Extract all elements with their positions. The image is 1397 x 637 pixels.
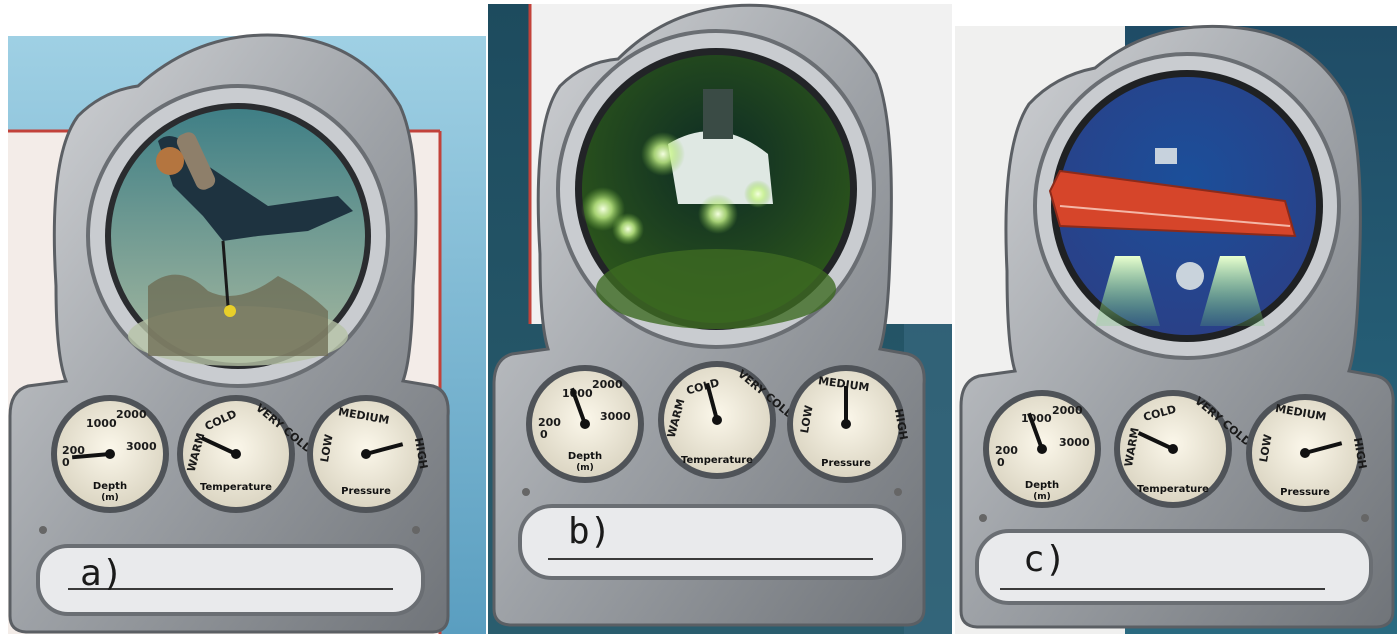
depth-needle — [570, 387, 587, 425]
panel-c-label: c) — [1023, 539, 1067, 580]
scuba-diver — [128, 132, 353, 366]
depth-unit: (m) — [101, 493, 119, 503]
panel-b-illustration: 1000 2000 3000 200 0 Depth (m) WARM COLD… — [488, 3, 952, 634]
svg-text:2000: 2000 — [1052, 404, 1083, 417]
pressure-tick-low: LOW — [318, 433, 336, 463]
pressure-needle — [1304, 441, 1343, 455]
depth-tick-3000: 3000 — [126, 440, 157, 453]
svg-text:1000: 1000 — [562, 387, 593, 400]
svg-text:3000: 3000 — [600, 410, 631, 423]
temp-needle — [705, 382, 719, 421]
svg-text:3000: 3000 — [1059, 436, 1090, 449]
svg-text:(m): (m) — [1033, 492, 1051, 502]
depth-gauge: 1000 2000 3000 200 0 Depth (m) — [983, 390, 1101, 508]
svg-text:200: 200 — [995, 444, 1018, 457]
pressure-gauge: LOW MEDIUM HIGH Pressure — [787, 365, 910, 483]
svg-text:Pressure: Pressure — [1280, 487, 1330, 498]
depth-tick-200: 200 — [62, 444, 85, 457]
panel-c-illustration: 1000 2000 3000 200 0 Depth (m) WARM COLD… — [955, 24, 1397, 634]
pressure-title: Pressure — [341, 486, 391, 497]
svg-text:Temperature: Temperature — [681, 455, 753, 466]
svg-text:(m): (m) — [576, 463, 594, 473]
panel-b: 1000 2000 3000 200 0 Depth (m) WARM COLD… — [488, 3, 952, 634]
pressure-gauge: LOW MEDIUM HIGH Pressure — [307, 395, 430, 513]
panel-a-illustration: 1000 2000 3000 200 0 Depth (m) WARM COLD… — [8, 33, 486, 634]
svg-text:200: 200 — [538, 416, 561, 429]
panel-b-label: b) — [568, 511, 612, 552]
temp-title: Temperature — [200, 482, 272, 493]
svg-text:Depth: Depth — [1025, 480, 1059, 491]
panel-a-label: a) — [80, 553, 124, 594]
pressure-tick-high: HIGH — [412, 437, 430, 470]
temp-needle — [1137, 431, 1174, 451]
label-plate — [975, 529, 1373, 605]
svg-text:Temperature: Temperature — [1137, 484, 1209, 495]
svg-text:LOW: LOW — [1257, 433, 1275, 463]
svg-text:LOW: LOW — [798, 404, 816, 434]
depth-needle — [71, 452, 111, 460]
temperature-gauge: WARM COLD VERY COLD Temperature — [177, 395, 315, 513]
label-plate — [36, 544, 425, 616]
svg-text:0: 0 — [540, 428, 548, 441]
svg-text:Depth: Depth — [568, 451, 602, 462]
depth-gauge: 1000 2000 3000 200 0 Depth (m) — [51, 395, 169, 513]
panel-a: 1000 2000 3000 200 0 Depth (m) WARM COLD… — [8, 33, 486, 634]
depth-title: Depth — [93, 481, 127, 492]
submersible-with-lights — [581, 89, 836, 329]
svg-text:Pressure: Pressure — [821, 458, 871, 469]
svg-text:HIGH: HIGH — [892, 408, 910, 441]
depth-needle — [1027, 412, 1044, 450]
depth-tick-1000: 1000 — [86, 417, 117, 430]
temp-needle — [200, 436, 237, 456]
pressure-needle — [365, 442, 404, 456]
svg-text:HIGH: HIGH — [1351, 437, 1369, 470]
svg-text:1000: 1000 — [1021, 412, 1052, 425]
depth-tick-0: 0 — [62, 456, 70, 469]
depth-tick-2000: 2000 — [116, 408, 147, 421]
depth-gauge: 1000 2000 3000 200 0 Depth (m) — [526, 365, 644, 483]
pressure-gauge: LOW MEDIUM HIGH Pressure — [1246, 394, 1369, 512]
svg-text:0: 0 — [997, 456, 1005, 469]
panel-c: 1000 2000 3000 200 0 Depth (m) WARM COLD… — [955, 24, 1397, 634]
svg-text:2000: 2000 — [592, 378, 623, 391]
bathyscaphe-trieste — [1048, 148, 1297, 326]
